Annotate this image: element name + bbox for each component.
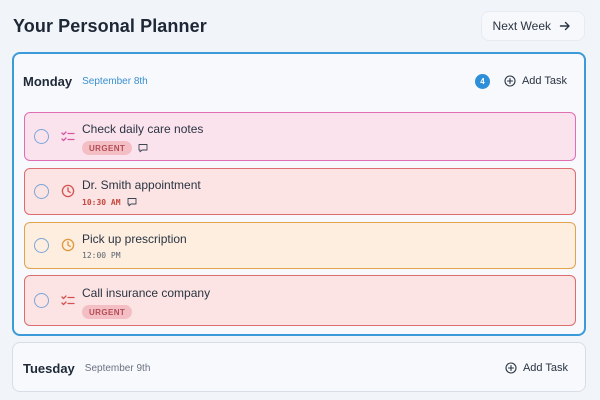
clock-icon (61, 184, 75, 198)
task-title: Call insurance company (82, 286, 211, 300)
task-meta: URGENT (82, 141, 148, 155)
day-header: Monday September 8th 4 Add Task (14, 54, 584, 108)
clock-icon (61, 238, 75, 252)
task-checkbox[interactable] (34, 238, 49, 253)
task-title: Pick up prescription (82, 232, 187, 246)
task-item[interactable]: Call insurance company URGENT (24, 275, 576, 326)
task-title: Dr. Smith appointment (82, 178, 201, 192)
urgent-tag: URGENT (82, 141, 133, 155)
urgent-tag: URGENT (82, 305, 133, 319)
task-count-badge: 4 (474, 73, 490, 89)
day-date: September 9th (84, 362, 151, 374)
task-item[interactable]: Dr. Smith appointment 10:30 AM (24, 168, 576, 215)
next-week-label: Next Week (492, 19, 551, 33)
plus-circle-icon (504, 75, 516, 87)
arrow-right-icon (559, 21, 570, 31)
comment-icon (127, 198, 136, 207)
task-meta: URGENT (82, 305, 133, 319)
task-meta: 10:30 AM (82, 197, 137, 207)
next-week-button[interactable]: Next Week (480, 11, 585, 41)
add-task-label: Add Task (521, 75, 567, 87)
day-name: Monday (23, 73, 73, 89)
day-card-monday: Monday September 8th 4 Add Task Check da… (12, 52, 586, 336)
task-checkbox[interactable] (34, 293, 49, 308)
add-task-button[interactable]: Add Task (504, 75, 567, 87)
task-checkbox[interactable] (34, 184, 49, 199)
checklist-icon (61, 131, 75, 142)
comment-icon (138, 144, 148, 153)
planner-header: Your Personal Planner Next Week (13, 10, 585, 42)
checklist-icon (61, 295, 75, 306)
task-checkbox[interactable] (34, 129, 49, 144)
day-name: Tuesday (23, 360, 75, 376)
day-header: Tuesday September 9th Add Task (13, 343, 585, 393)
day-card-tuesday: Tuesday September 9th Add Task (12, 342, 586, 392)
task-item[interactable]: Pick up prescription 12:00 PM (24, 222, 576, 269)
plus-circle-icon (505, 362, 517, 374)
page-title: Your Personal Planner (13, 15, 207, 36)
day-date: September 8th (82, 75, 148, 87)
add-task-label: Add Task (522, 362, 568, 374)
task-time: 12:00 PM (82, 251, 121, 260)
add-task-button[interactable]: Add Task (505, 362, 568, 374)
task-time: 10:30 AM (82, 197, 121, 207)
task-item[interactable]: Check daily care notes URGENT (24, 112, 576, 161)
task-title: Check daily care notes (82, 122, 204, 136)
task-meta: 12:00 PM (82, 251, 121, 260)
